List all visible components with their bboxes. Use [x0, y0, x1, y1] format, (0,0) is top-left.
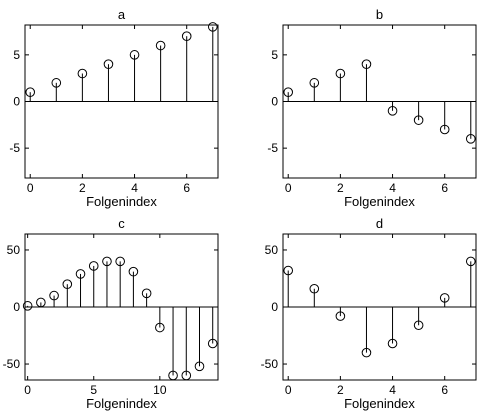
stem-marker	[155, 322, 165, 333]
chart-title: b	[376, 7, 383, 22]
x-axis-label: Folgenindex	[86, 194, 157, 209]
x-tick-label: 2	[337, 181, 344, 195]
stem-marker	[88, 261, 99, 271]
x-tick-label: 2	[79, 181, 86, 195]
stem-marker	[115, 256, 125, 267]
panel-a: a 5 0 -5 0 2 4 6 Folgenindex	[9, 7, 219, 209]
stem-marker	[335, 311, 346, 321]
panel-d: d 50 0 -50 0 2 4 6 Folgenindex	[261, 216, 477, 411]
stem-marker	[168, 370, 178, 381]
stem-marker	[77, 68, 88, 79]
y-tick-label: 5	[13, 48, 20, 62]
stem-marker	[102, 256, 112, 267]
y-tick-label: -5	[9, 141, 20, 155]
x-tick-label: 6	[441, 181, 448, 195]
stem-marker	[103, 59, 114, 69]
y-tick-label: 0	[271, 95, 278, 109]
stem-marker	[309, 78, 320, 88]
stem-marker	[75, 269, 86, 279]
x-tick-label: 6	[441, 383, 448, 397]
stem-marker	[361, 347, 372, 358]
stem-marker	[335, 68, 346, 79]
x-tick-label: 0	[285, 383, 292, 397]
stem-marker	[155, 40, 166, 51]
stem-marker	[181, 31, 192, 41]
stem-marker	[283, 265, 294, 276]
stem-marker	[207, 338, 218, 349]
stem-marker	[49, 290, 59, 301]
x-tick-label: 10	[153, 383, 167, 397]
stem-marker	[439, 293, 450, 303]
chart-title: a	[118, 7, 126, 22]
panel-b: b 5 0 -5 0 2 4 6 Folgenindex	[267, 7, 477, 209]
y-tick-label: -50	[3, 357, 21, 371]
y-tick-label: 50	[265, 243, 279, 257]
stem-marker	[194, 361, 205, 372]
stem-marker	[439, 124, 450, 135]
stem-marker	[387, 106, 398, 116]
stem-marker	[309, 283, 320, 294]
stem-marker	[361, 59, 372, 69]
y-tick-label: 0	[13, 95, 20, 109]
stem-marker	[413, 115, 424, 125]
x-tick-label: 0	[24, 383, 31, 397]
y-tick-label: -50	[261, 357, 279, 371]
stem-marker	[465, 256, 476, 267]
x-axis-label: Folgenindex	[86, 396, 157, 411]
x-tick-label: 0	[285, 181, 292, 195]
x-tick-label: 4	[389, 383, 396, 397]
x-tick-label: 6	[183, 181, 190, 195]
x-tick-label: 4	[389, 181, 396, 195]
x-axis-label: Folgenindex	[344, 396, 415, 411]
y-tick-label: 0	[271, 300, 278, 314]
stem-marker	[36, 297, 46, 308]
stem-marker	[207, 22, 218, 32]
stem-marker	[141, 288, 152, 299]
y-tick-label: 0	[13, 300, 20, 314]
stem-marker	[129, 50, 140, 60]
stem-marker	[413, 320, 424, 331]
stem-marker	[51, 78, 62, 88]
stem-marker	[25, 87, 36, 97]
stem-marker	[387, 338, 398, 349]
stem-marker	[22, 301, 33, 311]
stem-marker	[62, 279, 73, 289]
x-axis-label: Folgenindex	[344, 194, 415, 209]
y-tick-label: -5	[267, 141, 278, 155]
x-tick-label: 0	[27, 181, 34, 195]
stem-marker	[465, 134, 476, 144]
y-tick-label: 5	[271, 48, 278, 62]
y-tick-label: 50	[7, 243, 21, 257]
chart-title: d	[376, 216, 383, 231]
stem-marker	[181, 370, 192, 381]
stem-marker	[128, 266, 139, 277]
x-tick-label: 2	[337, 383, 344, 397]
chart-title: c	[118, 216, 125, 231]
x-tick-label: 5	[90, 383, 97, 397]
x-tick-label: 4	[131, 181, 138, 195]
stem-marker	[283, 87, 294, 97]
